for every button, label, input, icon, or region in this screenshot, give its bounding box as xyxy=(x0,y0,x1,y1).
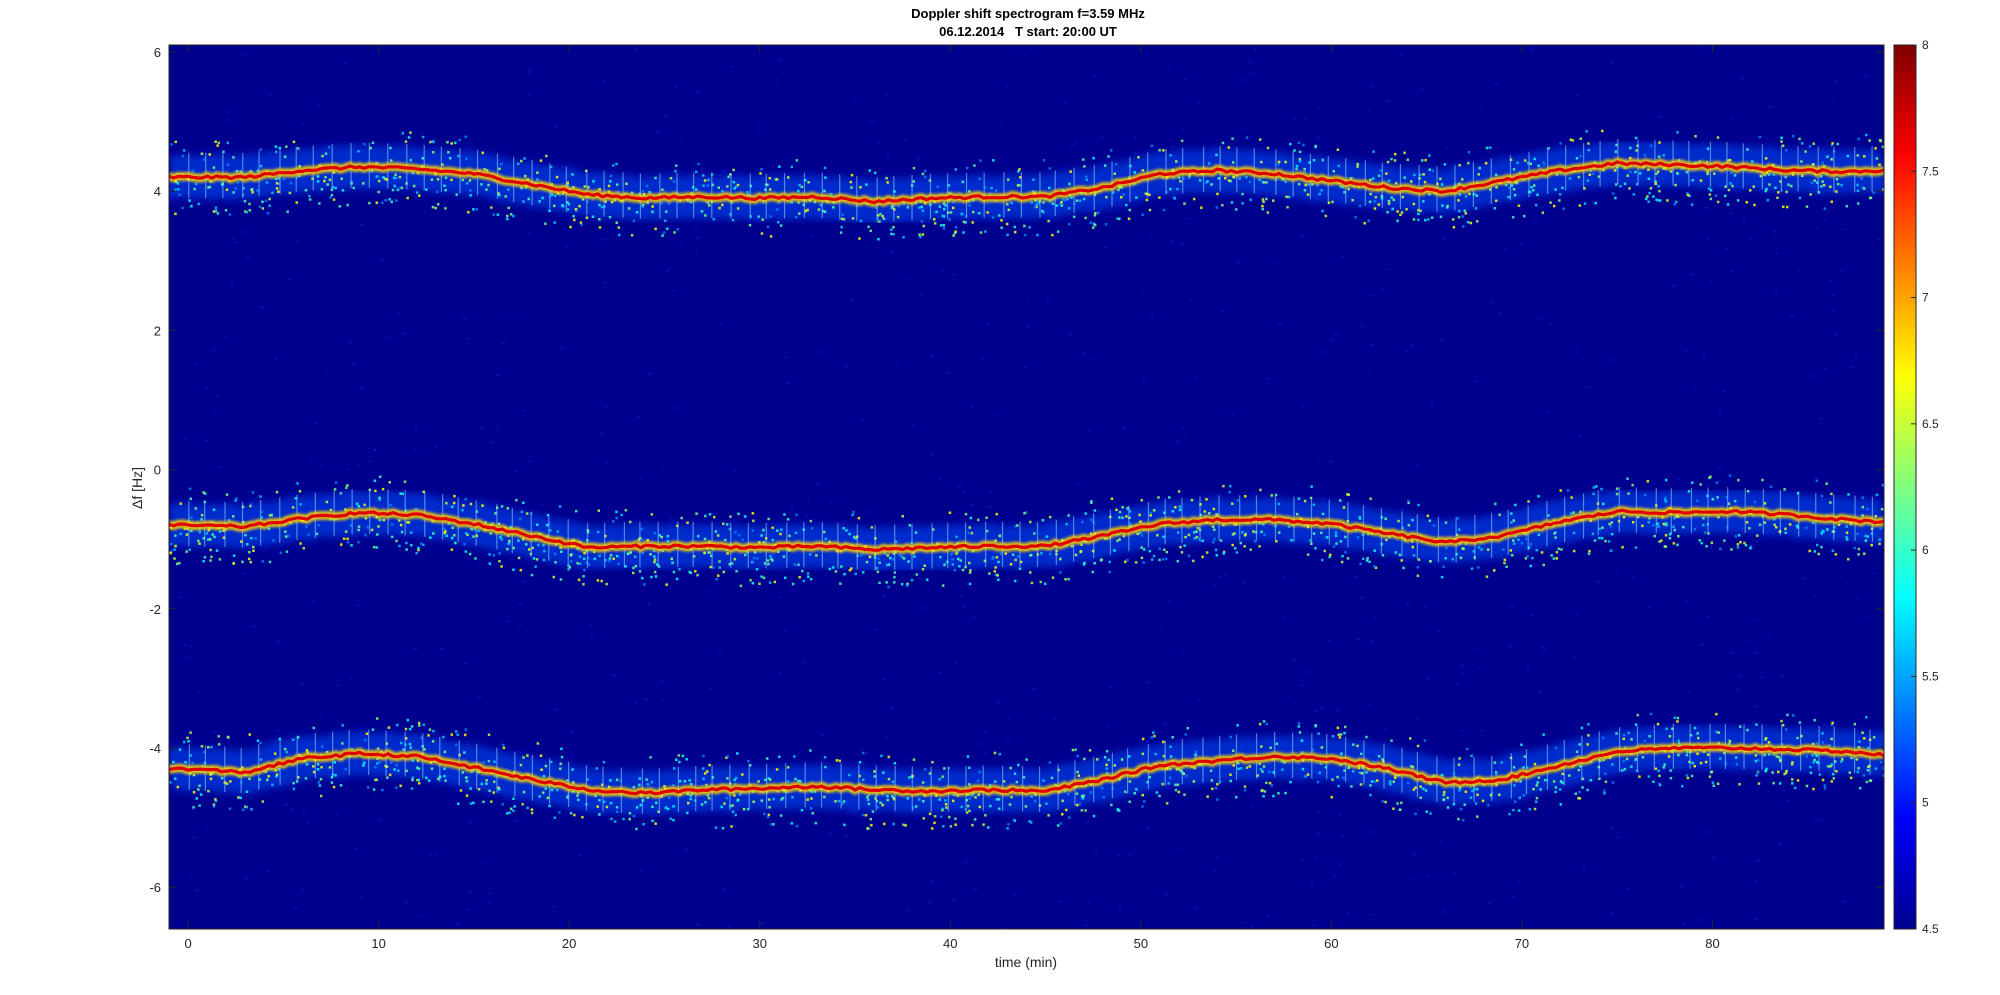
colorbar-tick-label: 5.5 xyxy=(1922,669,1939,683)
x-tick-label: 0 xyxy=(184,936,191,951)
x-tick-label: 10 xyxy=(371,936,385,951)
colorbar-tick-label: 8 xyxy=(1922,38,1929,52)
plot-area xyxy=(168,44,1885,930)
x-tick-label: 40 xyxy=(943,936,957,951)
doppler-trace xyxy=(169,474,1884,589)
x-tick-label: 30 xyxy=(752,936,766,951)
trace-core xyxy=(169,160,1884,205)
colorbar-tick-label: 7 xyxy=(1922,291,1929,305)
colorbar: 4.5 5 5.5 6 6.5 7 7.5 8 xyxy=(1893,38,1939,936)
trace-core xyxy=(169,508,1884,552)
trace-core xyxy=(169,745,1884,796)
colorbar-tick-label: 5 xyxy=(1922,796,1929,810)
y-tick-label: 2 xyxy=(154,323,161,338)
colorbar-gradient xyxy=(1893,44,1917,930)
colorbar-tick-label: 7.5 xyxy=(1922,164,1939,178)
x-axis-label: time (min) xyxy=(995,954,1057,970)
x-tick-label: 50 xyxy=(1134,936,1148,951)
chart-subtitle: 06.12.2014 T start: 20:00 UT xyxy=(939,24,1117,39)
y-tick-label: 0 xyxy=(154,463,161,478)
y-tick-label: -6 xyxy=(149,880,161,895)
y-axis-label: Δf [Hz] xyxy=(129,467,145,509)
colorbar-tick-label: 4.5 xyxy=(1922,922,1939,936)
doppler-trace xyxy=(169,129,1884,241)
x-tick-label: 80 xyxy=(1705,936,1719,951)
x-tick-label: 70 xyxy=(1515,936,1529,951)
chart-title: Doppler shift spectrogram f=3.59 MHz xyxy=(911,6,1145,21)
y-tick-label: -4 xyxy=(149,741,161,756)
x-tick-label: 20 xyxy=(562,936,576,951)
y-tick-label: 6 xyxy=(154,45,161,60)
y-tick-label: -2 xyxy=(149,602,161,617)
background-noise xyxy=(172,46,1884,929)
x-tick-label: 60 xyxy=(1324,936,1338,951)
x-axis: 0 10 20 30 40 50 60 70 80 xyxy=(184,45,1720,951)
colorbar-tick-label: 6.5 xyxy=(1922,417,1939,431)
plot-frame xyxy=(168,44,1885,930)
colorbar-tick-label: 6 xyxy=(1922,543,1929,557)
doppler-trace xyxy=(169,712,1884,831)
y-axis: -6 -4 -2 0 2 4 6 xyxy=(149,45,1884,895)
y-tick-label: 4 xyxy=(154,184,161,199)
